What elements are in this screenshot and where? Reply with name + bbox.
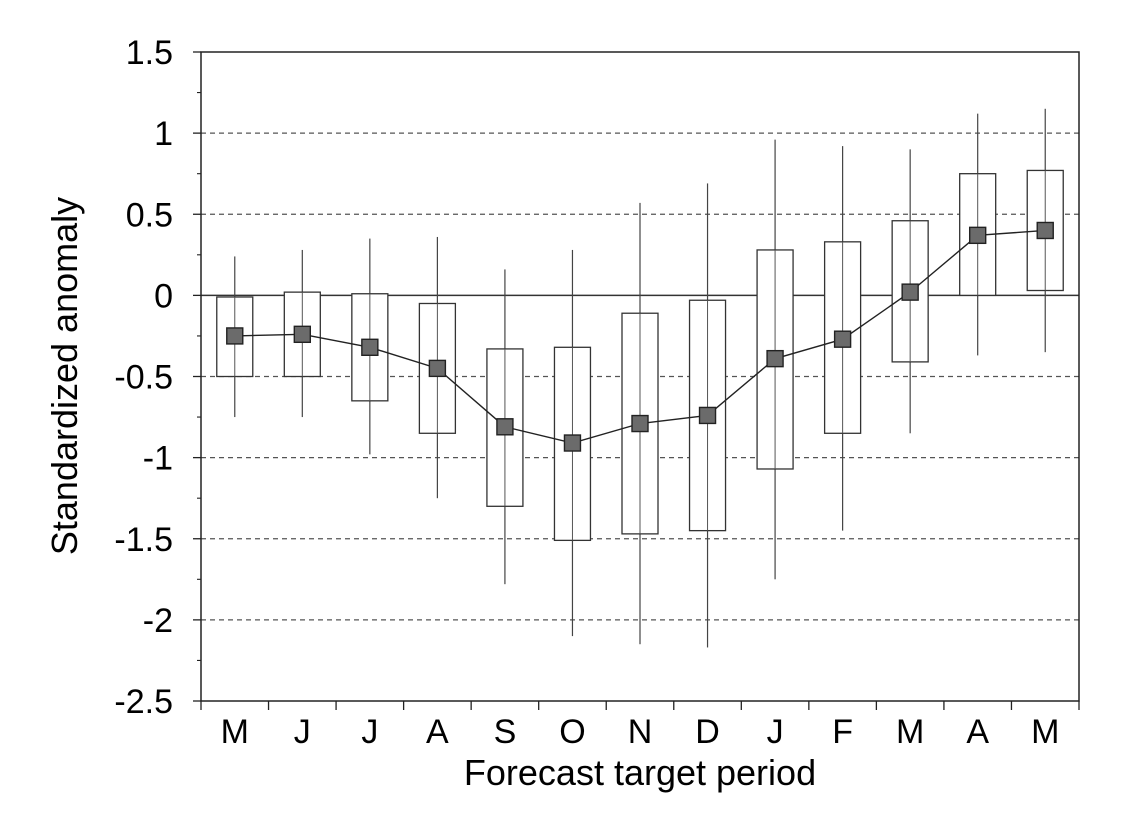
y-tick-label: 1.5 (126, 34, 173, 72)
x-tick-label: A (426, 713, 449, 751)
x-tick-label: N (628, 713, 653, 751)
y-tick-label: -1.5 (114, 521, 173, 559)
mean-marker (226, 327, 244, 345)
mean-marker (496, 418, 514, 436)
x-tick-label: D (695, 713, 720, 751)
mean-marker (833, 330, 852, 348)
x-tick-label: O (559, 713, 585, 751)
mean-marker (698, 406, 717, 425)
x-tick-label: A (966, 713, 989, 751)
x-tick-label: J (361, 713, 378, 751)
y-tick-label: -2 (143, 602, 173, 640)
x-tick-label: M (1031, 713, 1059, 751)
mean-marker (901, 283, 919, 301)
x-tick-label: J (767, 713, 784, 751)
x-tick-label: J (294, 713, 311, 751)
mean-marker (766, 349, 784, 368)
y-tick-label: -1 (143, 440, 173, 478)
mean-marker (428, 359, 447, 378)
y-tick-label: 0 (154, 277, 173, 315)
mean-markers (226, 221, 1054, 452)
mean-marker (293, 325, 312, 344)
x-axis-title: Forecast target period (464, 752, 816, 793)
y-axis-title: Standardized anomaly (44, 197, 85, 555)
x-tick-label: F (832, 713, 853, 751)
y-tick-label: -2.5 (114, 683, 173, 721)
mean-marker (1036, 221, 1054, 240)
boxes (216, 108, 1064, 648)
y-tick-label: 1 (154, 115, 173, 153)
y-tick-label: 0.5 (126, 196, 173, 234)
x-tick-label: M (896, 713, 924, 751)
mean-marker (563, 434, 582, 452)
mean-marker (968, 226, 987, 245)
x-tick-label: M (221, 713, 249, 751)
axes: 1.5 1 0.5 0 -0.5 -1 -1.5 -2 -2.5 M J J A S O N D J F M A M (114, 34, 1080, 751)
y-tick-label: -0.5 (114, 359, 173, 397)
mean-marker (631, 414, 649, 433)
x-tick-label: S (494, 713, 517, 751)
mean-marker (361, 338, 379, 356)
